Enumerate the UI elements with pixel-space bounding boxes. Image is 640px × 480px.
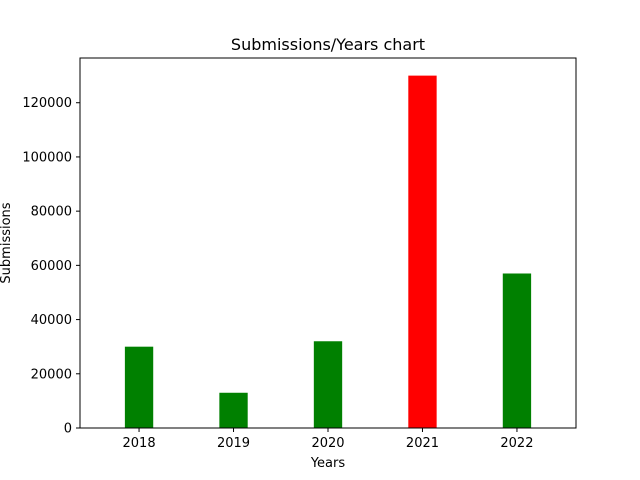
chart-title: Submissions/Years chart [231, 35, 425, 54]
y-tick-label: 120000 [22, 96, 72, 111]
x-tick-label: 2019 [217, 436, 250, 451]
bar-2019 [219, 392, 248, 428]
x-tick-label: 2020 [311, 436, 344, 451]
y-tick-label: 20000 [31, 367, 72, 382]
y-axis: 0 20000 40000 60000 80000 100000 120000 [22, 96, 80, 437]
x-tick-label: 2021 [406, 436, 439, 451]
y-tick-label: 100000 [22, 150, 72, 165]
bar-2020 [313, 341, 343, 428]
x-axis-label: Years [310, 456, 346, 471]
bars-group [124, 75, 532, 428]
bar-2018 [124, 346, 154, 428]
bar-2021 [408, 75, 437, 428]
x-axis: 2018 2019 2020 2021 2022 [123, 428, 533, 451]
y-tick-label: 40000 [31, 313, 72, 328]
y-axis-label: Submissions [0, 202, 14, 283]
x-tick-label: 2022 [500, 436, 533, 451]
y-tick-label: 60000 [31, 259, 72, 274]
y-tick-label: 80000 [31, 205, 72, 220]
y-tick-label: 0 [64, 422, 72, 437]
bar-2022 [502, 273, 532, 428]
x-tick-label: 2018 [123, 436, 156, 451]
